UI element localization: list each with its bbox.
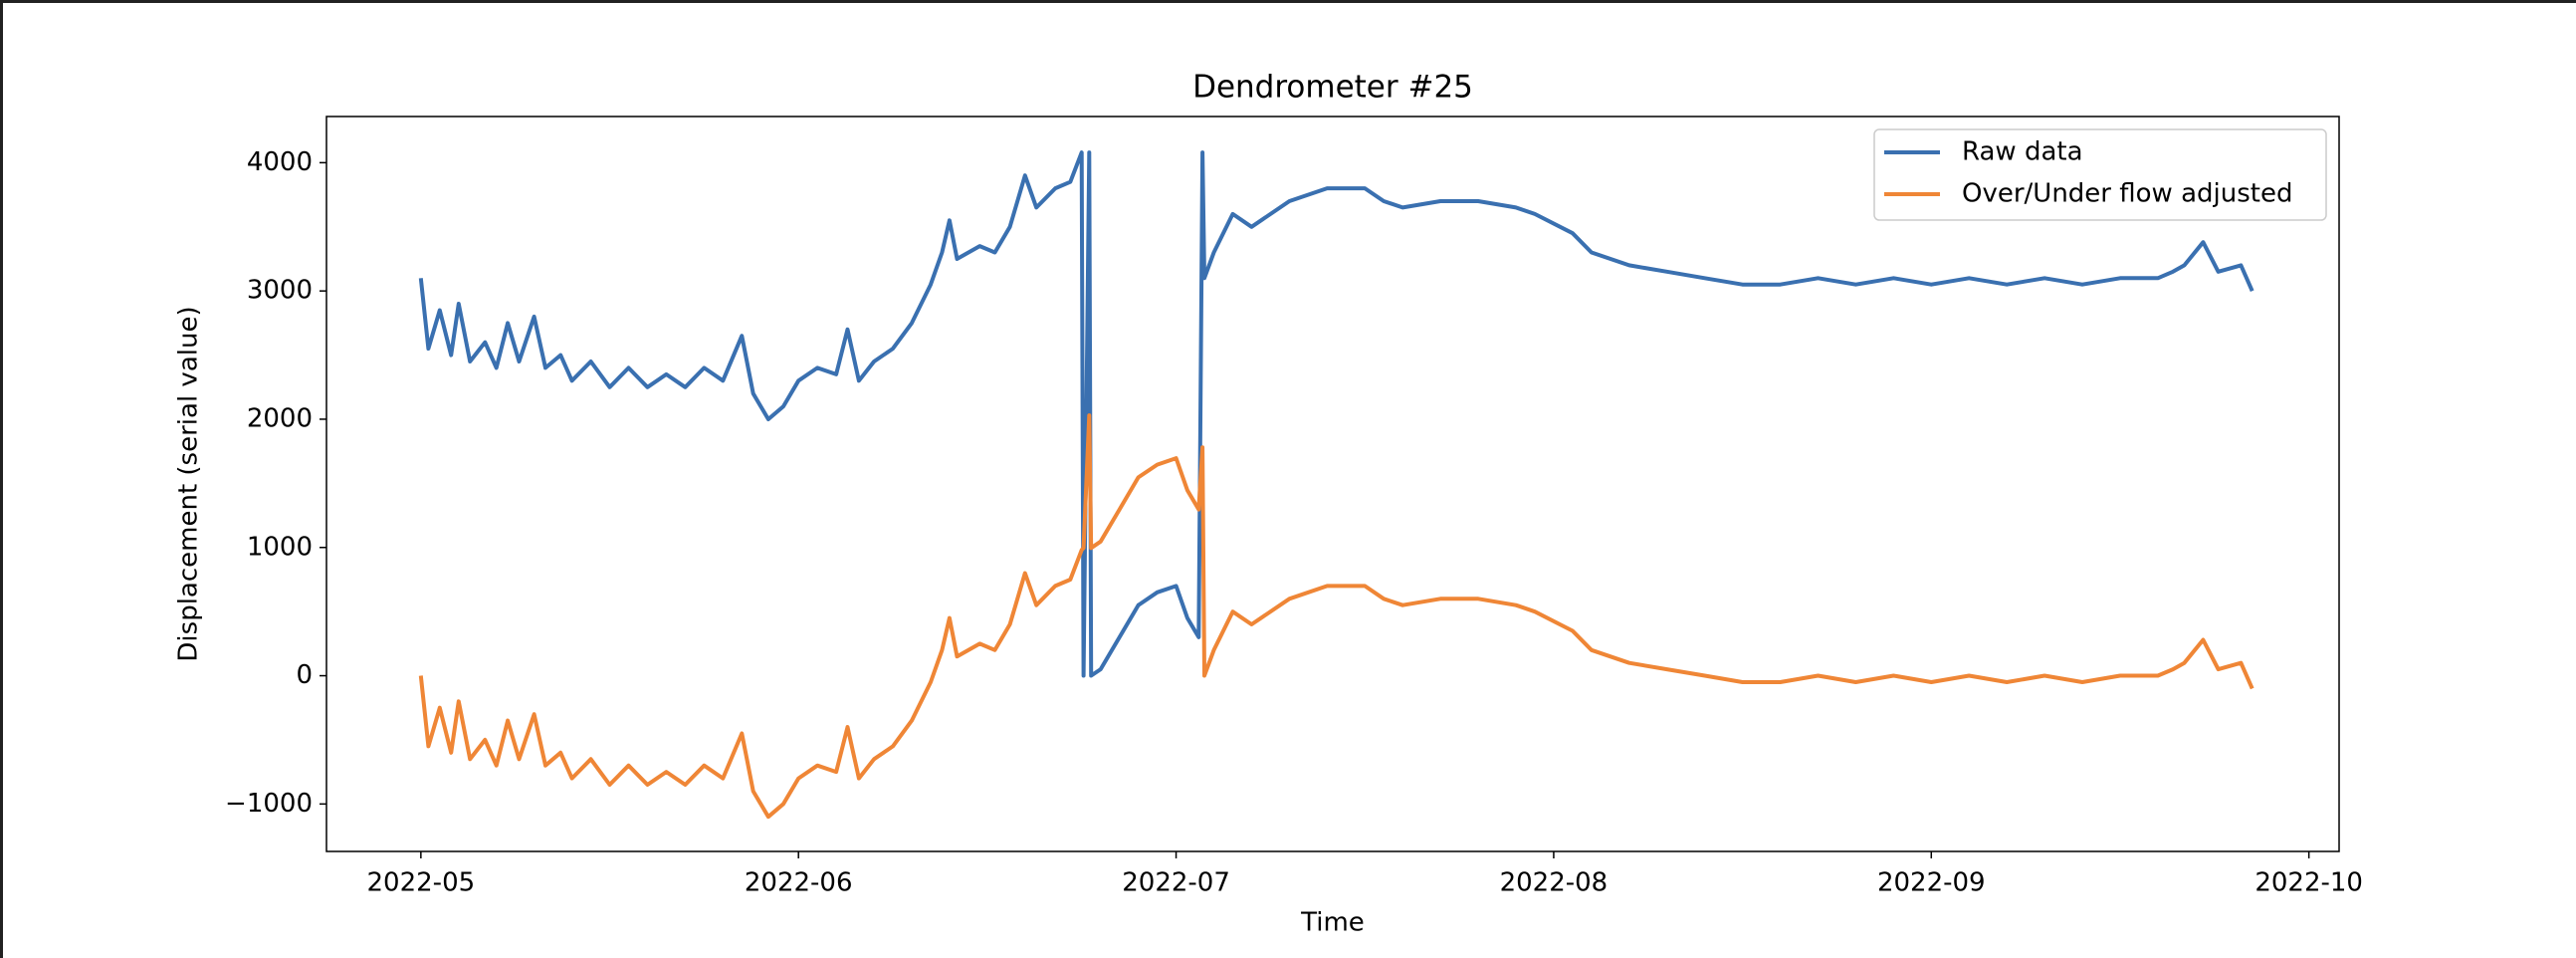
legend-box (1873, 128, 2327, 221)
series-line (418, 413, 2254, 820)
x-tick-label: 2022-10 (2254, 868, 2363, 898)
x-tick-label: 2022-09 (1877, 868, 1986, 898)
plot-frame (325, 116, 2340, 852)
x-tick-label: 2022-05 (367, 868, 476, 898)
y-tick-label: 3000 (247, 276, 313, 306)
series-line (418, 150, 2254, 678)
x-axis-label: Time (1300, 908, 1365, 938)
y-tick-label: −1000 (225, 789, 313, 819)
legend-label: Raw data (1962, 137, 2083, 167)
x-tick-label: 2022-08 (1500, 868, 1609, 898)
x-tick-label: 2022-06 (745, 868, 853, 898)
y-tick-label: 2000 (247, 403, 313, 433)
y-tick-label: 0 (296, 660, 313, 690)
legend-label: Over/Under flow adjusted (1962, 179, 2292, 209)
x-tick-label: 2022-07 (1122, 868, 1230, 898)
chart-title: Dendrometer #25 (1192, 70, 1473, 106)
y-tick-label: 1000 (247, 532, 313, 562)
y-tick-label: 4000 (247, 147, 313, 177)
y-axis-label: Displacement (serial value) (174, 306, 204, 661)
